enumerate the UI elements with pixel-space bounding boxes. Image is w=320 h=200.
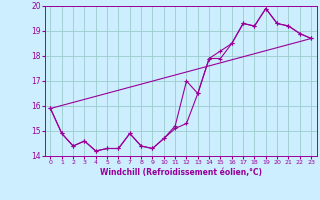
X-axis label: Windchill (Refroidissement éolien,°C): Windchill (Refroidissement éolien,°C) [100,168,262,177]
